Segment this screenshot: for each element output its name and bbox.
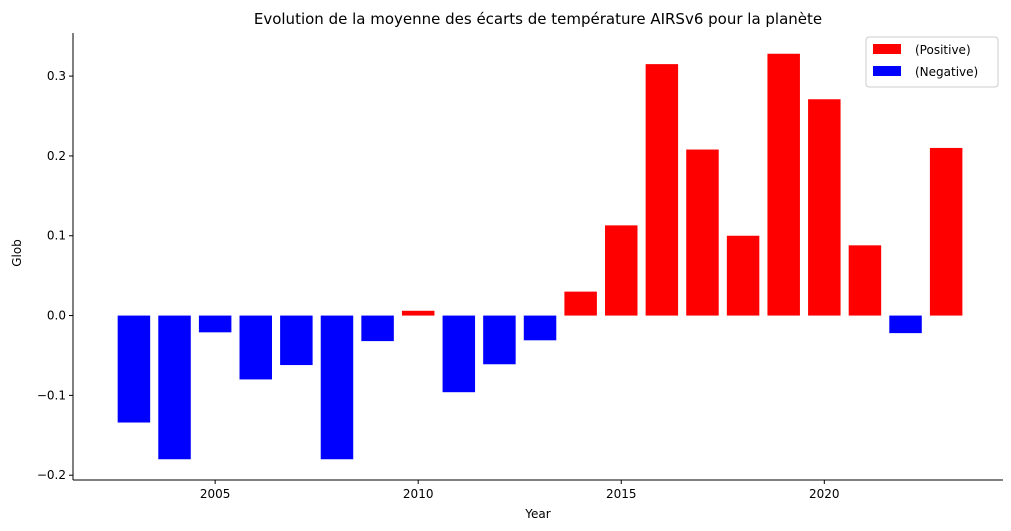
bar-2005	[198, 315, 232, 333]
bar-2023	[929, 147, 963, 316]
bar-2020	[808, 99, 841, 316]
x-axis-ticks: 2005 2010 2015 2020	[200, 480, 840, 501]
legend-label-positive: (Positive)	[915, 43, 971, 57]
bar-2021	[848, 245, 882, 316]
bar-2010	[401, 310, 435, 316]
bar-2019	[767, 53, 800, 316]
bar-2004	[158, 315, 191, 460]
y-tick-label: −0.2	[37, 468, 66, 482]
bar-2008	[320, 315, 354, 460]
bar-2015	[605, 225, 638, 316]
chart-title: Evolution de la moyenne des écarts de te…	[254, 10, 822, 28]
y-tick-label: 0.3	[47, 69, 66, 83]
legend: (Positive) (Negative)	[865, 36, 999, 88]
x-tick-label: 2005	[200, 487, 231, 501]
legend-label-negative: (Negative)	[915, 65, 978, 79]
x-tick-label: 2010	[403, 487, 434, 501]
y-axis-label: Glob	[10, 239, 24, 267]
x-axis-label: Year	[524, 507, 550, 521]
bar-2022	[889, 315, 922, 334]
bar-2014	[564, 291, 597, 316]
y-axis-ticks: −0.2 −0.1 0.0 0.1 0.2 0.3	[37, 69, 73, 482]
y-tick-label: 0.1	[47, 229, 66, 243]
y-tick-label: 0.0	[47, 309, 66, 323]
bar-2012	[483, 315, 516, 365]
bar-2007	[280, 315, 313, 366]
bar-2011	[442, 315, 476, 393]
plot-area	[117, 53, 963, 460]
bar-2017	[686, 149, 719, 316]
bar-2009	[361, 315, 394, 342]
legend-swatch-positive	[873, 44, 901, 54]
x-tick-label: 2015	[606, 487, 637, 501]
bar-2018	[726, 235, 760, 316]
bar-2013	[523, 315, 557, 341]
bar-2003	[117, 315, 151, 423]
legend-swatch-negative	[873, 66, 901, 76]
x-tick-label: 2020	[809, 487, 840, 501]
bar-2006	[239, 315, 272, 380]
bar-2016	[645, 64, 679, 316]
y-tick-label: 0.2	[47, 149, 66, 163]
y-tick-label: −0.1	[37, 388, 66, 402]
